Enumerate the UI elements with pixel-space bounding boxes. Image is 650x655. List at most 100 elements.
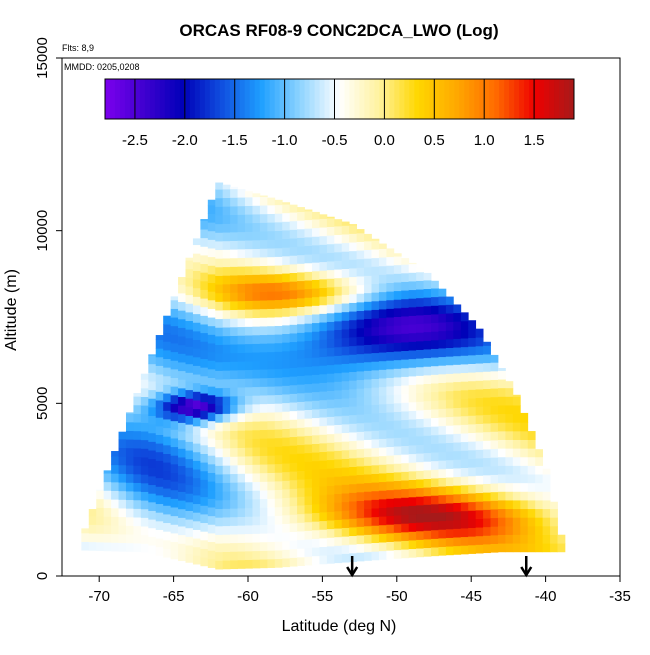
heatmap-cell [326,502,335,512]
heatmap-cell [512,474,521,484]
heatmap-cell [326,304,335,314]
heatmap-cell [170,360,179,370]
heatmap-cell [416,358,424,368]
heatmap-cell [259,481,268,491]
heatmap-cell [282,558,291,568]
heatmap-cell [371,238,380,241]
heatmap-cell [311,495,320,505]
heatmap-cell [319,278,328,288]
heatmap-cell [460,493,469,503]
heatmap-cell [155,486,164,496]
heatmap-cell [386,455,395,465]
heatmap-cell [378,481,387,491]
heatmap-cell [282,212,291,222]
heatmap-cell [349,518,358,528]
heatmap-cell [378,516,387,526]
heatmap-cell [408,522,417,532]
heatmap-cell [289,307,298,317]
heatmap-cell [267,291,276,301]
heatmap-cell [438,373,447,383]
heatmap-cell [490,405,499,415]
heatmap-cell [371,266,380,276]
heatmap-cell [274,472,283,482]
heatmap-cell [393,325,402,335]
heatmap-cell [297,539,305,549]
heatmap-cell [334,303,343,313]
heatmap-cell [311,547,320,557]
heatmap-cell [542,491,551,501]
heatmap-cell [497,474,506,484]
heatmap-cell [401,419,410,429]
heatmap-cell [475,518,484,528]
heatmap-cell [103,470,112,474]
heatmap-cell [140,387,149,397]
heatmap-cell [334,536,343,546]
heatmap-cell [207,533,216,543]
heatmap-cell [245,196,253,207]
heatmap-cell [371,516,380,526]
heatmap-cell [393,472,402,482]
heatmap-cell [245,343,253,353]
heatmap-cell [192,520,201,530]
heatmap-cell [356,552,365,562]
heatmap-cell [483,388,491,398]
heatmap-cell [326,269,335,279]
heatmap-cell [185,545,194,555]
colorbar-swatch [459,79,465,119]
heatmap-cell [468,337,477,347]
heatmap-cell [349,224,358,226]
heatmap-cell [334,355,343,365]
heatmap-cell [438,503,447,513]
heatmap-cell [557,534,566,544]
heatmap-cell [222,404,231,414]
colorbar-swatch [374,79,380,119]
heatmap-cell [326,226,335,236]
heatmap-cell [408,272,417,282]
colorbar-swatch [159,79,166,119]
heatmap-cell [207,282,216,292]
heatmap-cell [237,292,246,302]
heatmap-cell [192,417,201,427]
heatmap-cell [349,466,358,476]
heatmap-cell [334,364,343,374]
heatmap-cell [289,341,298,351]
heatmap-cell [356,431,365,441]
heatmap-cell [215,465,224,475]
heatmap-cell [408,531,417,541]
heatmap-cell [475,449,484,459]
heatmap-cell [282,445,291,455]
heatmap-cell [356,327,365,337]
heatmap-cell [393,446,402,456]
heatmap-cell [245,516,253,526]
heatmap-cell [259,222,268,232]
heatmap-cell [468,458,477,468]
heatmap-cell [304,418,313,428]
heatmap-cell [163,401,172,411]
heatmap-cell [125,430,134,440]
heatmap-cell [207,403,216,413]
heatmap-cell [282,428,291,438]
heatmap-cell [140,379,149,389]
heatmap-cell [378,473,387,483]
colorbar-swatch [384,79,390,119]
heatmap-cell [334,424,343,434]
heatmap-cell [356,474,365,484]
heatmap-cell [438,512,447,522]
colorbar-swatch [514,79,520,119]
heatmap-cell [230,482,238,492]
heatmap-cell [364,370,372,380]
colorbar-swatch [204,79,211,119]
heatmap-cell [341,389,350,399]
heatmap-cell [274,334,283,344]
heatmap-cell [371,378,380,388]
heatmap-cell [200,470,209,480]
heatmap-cell [282,255,291,265]
colorbar-swatch [319,79,326,119]
heatmap-cell [393,253,402,257]
heatmap-cell [401,411,410,421]
x-tick-label: -50 [386,588,408,605]
heatmap-cell [364,301,372,311]
heatmap-cell [237,378,246,388]
heatmap-cell [326,416,335,426]
heatmap-cell [178,543,186,553]
